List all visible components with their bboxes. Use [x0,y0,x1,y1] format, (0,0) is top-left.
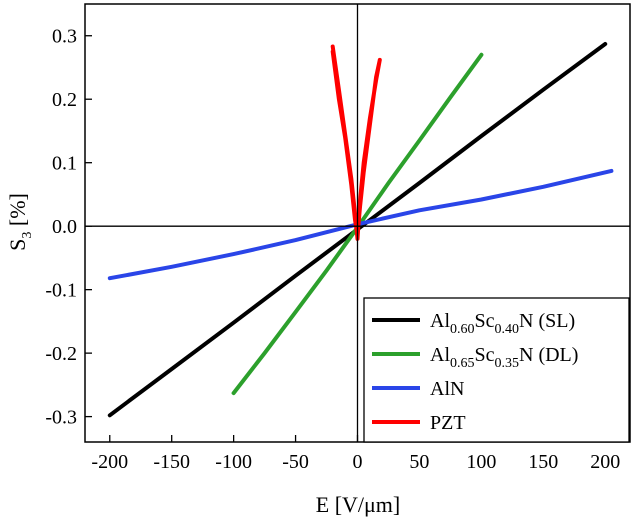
x-tick-label: -50 [282,451,309,473]
y-tick-label: -0.1 [45,280,77,302]
legend-label: Al0.60Sc0.40N (SL) [430,310,575,337]
legend: Al0.60Sc0.40N (SL) Al0.65Sc0.35N (DL) AlN P… [363,297,630,443]
y-tick-label: 0.1 [52,153,77,175]
legend-label: Al0.65Sc0.35N (DL) [430,344,578,371]
x-tick-label: 0 [353,451,363,473]
y-tick-label: -0.2 [45,343,77,365]
x-tick-label: 100 [466,451,496,473]
x-tick-label: 50 [409,451,429,473]
x-tick-label: 150 [528,451,558,473]
legend-label: AlN [430,378,464,400]
y-tick-label: 0.3 [52,26,77,48]
y-axis-title: S3 [%] [5,193,35,251]
y-tick-label: 0.2 [52,89,77,111]
x-tick-label: 200 [590,451,620,473]
series-line-3 [330,44,382,241]
x-tick-label: -150 [153,451,190,473]
x-tick-label: -200 [91,451,128,473]
axes: -200 -150 -100 -50 0 50 100 150 200 -0.3 -0.2 -0.1 0… [45,3,631,473]
y-tick-label: 0.0 [52,216,77,238]
y-tick-label: -0.3 [45,407,77,429]
legend-label: PZT [430,412,466,434]
x-axis-title: E [V/μm] [316,492,401,517]
x-tick-label: -100 [215,451,252,473]
